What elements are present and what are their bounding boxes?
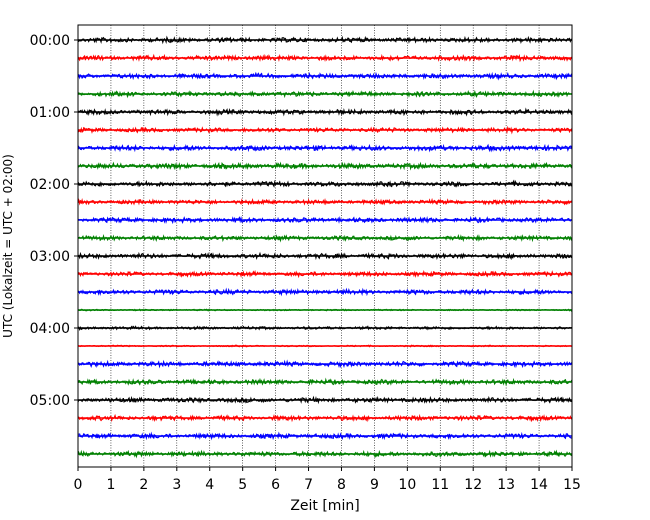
- y-axis-ticks: 00:00 01:00 02:00 03:00 04:00 05:00: [30, 33, 78, 409]
- x-tick-label: 9: [370, 477, 379, 493]
- trace-row-0100: [77, 107, 573, 117]
- x-tick-label: 14: [530, 477, 548, 493]
- x-tick-label: 15: [563, 477, 581, 493]
- x-tick-label: 11: [431, 477, 449, 493]
- x-tick-label: 6: [271, 477, 280, 493]
- x-tick-label: 3: [172, 477, 181, 493]
- x-tick-label: 7: [304, 477, 313, 493]
- y-tick-label: 03:00: [30, 249, 70, 265]
- x-tick-label: 13: [497, 477, 515, 493]
- x-tick-label: 8: [337, 477, 346, 493]
- y-tick-label: 01:00: [30, 105, 70, 121]
- y-tick-label: 02:00: [30, 177, 70, 193]
- vertical-gridlines: [110, 25, 540, 467]
- trace-row-0515: [77, 413, 573, 423]
- y-tick-label: 00:00: [30, 33, 70, 49]
- y-axis-label: UTC (Lokalzeit = UTC + 02:00): [1, 154, 15, 338]
- x-tick-label: 5: [238, 477, 247, 493]
- plot-frame: [77, 24, 573, 468]
- seismogram-traces: [77, 35, 573, 459]
- x-axis-label: Zeit [min]: [290, 498, 359, 514]
- x-tick-label: 2: [139, 477, 148, 493]
- y-tick-label: 05:00: [30, 393, 70, 409]
- y-tick-label: 04:00: [30, 321, 70, 337]
- x-tick-label: 1: [106, 477, 115, 493]
- x-tick-label: 10: [398, 477, 416, 493]
- x-tick-label: 4: [205, 477, 214, 493]
- x-tick-label: 12: [464, 477, 482, 493]
- x-axis-ticks: 0 1 2 3 4 5 6 7 8 9 10 11 12 13 14 15: [74, 467, 581, 493]
- x-tick-label: 0: [74, 477, 83, 493]
